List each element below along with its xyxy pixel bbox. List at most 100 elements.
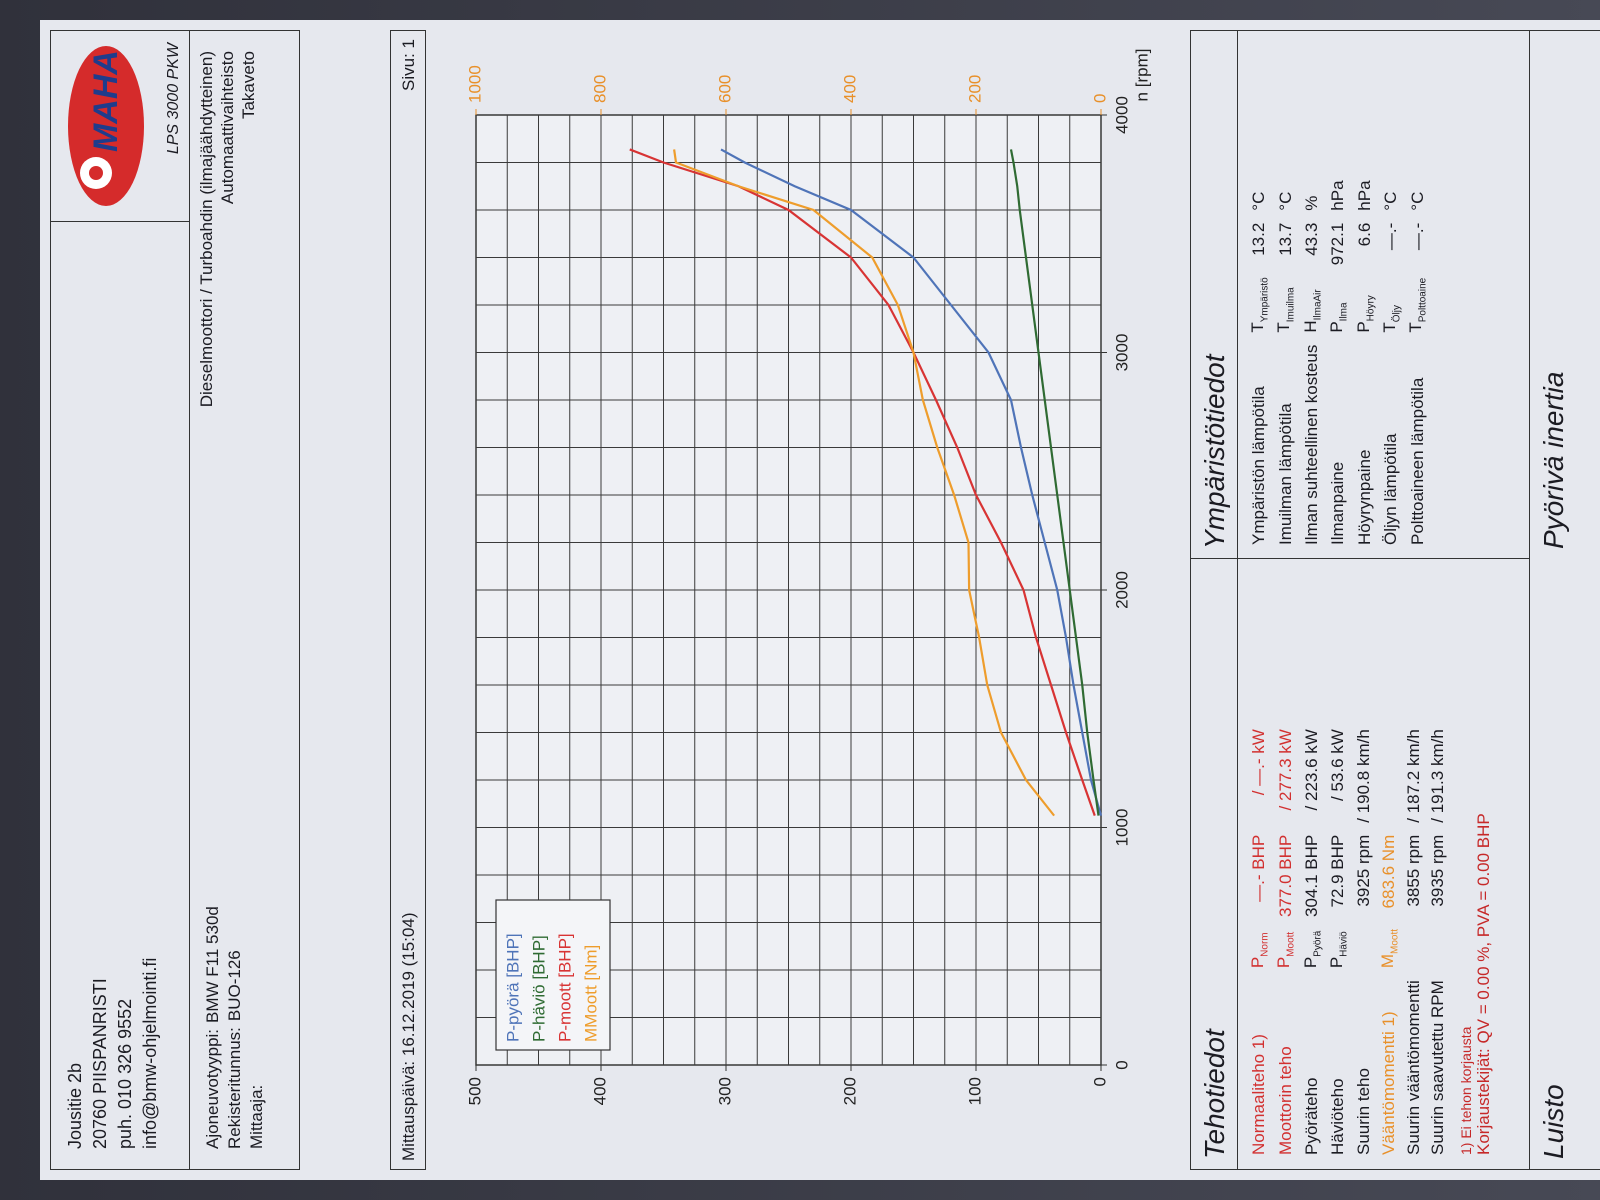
- footnote: 1) Ei tehon korjausta: [1457, 1026, 1474, 1155]
- row-unit: hPa: [1354, 180, 1374, 211]
- legend-entry: P-häviö [BHP]: [529, 935, 548, 1042]
- symbol: H: [1300, 320, 1320, 333]
- symbol-cell: TÖljy: [1378, 271, 1404, 338]
- environment-row: Imuilman lämpötila TImuilma 13.7 °C: [1272, 174, 1298, 551]
- row-value: / 277.3 kW: [1275, 729, 1295, 811]
- power-row: Suurin saavutettu RPM 3935 rpm / 191.3 km/…: [1426, 723, 1450, 1161]
- row-value: / 190.8 km/h: [1353, 729, 1373, 823]
- legend-box: [495, 899, 611, 1051]
- detail: Takaveto: [239, 51, 258, 120]
- footer-heading: Pyörivä inertia: [1538, 371, 1569, 549]
- y-tick-label: 0: [1090, 1077, 1109, 1086]
- panel-title: Tehotiedot: [1191, 559, 1238, 1169]
- panel-title: Ympäristötiedot: [1191, 31, 1238, 559]
- logo-model: LPS 3000 PKW: [165, 43, 182, 155]
- y2-tick-label: 0: [1090, 94, 1109, 103]
- row-label: Imuilman lämpötila: [1275, 403, 1295, 545]
- symbol-cell: PMoott: [1272, 923, 1298, 974]
- symbol: P: [1327, 956, 1347, 969]
- measurement-date: Mittauspäivä: 16.12.2019 (15:04): [399, 912, 418, 1161]
- row-value: / —.- kW: [1249, 729, 1269, 796]
- vehicle-fields: Ajoneuvotyyppi: BMW F11 530d Rekisteritun…: [202, 906, 268, 1149]
- symbol-cell: MMoott: [1376, 923, 1402, 974]
- row-value: 6.6: [1354, 222, 1374, 247]
- field-label: Mittaaja:: [247, 1084, 266, 1149]
- power-row: Pyöräteho PPyörä 304.1 BHP / 223.6 kW: [1299, 723, 1325, 1161]
- row-value: / 187.2 km/h: [1403, 729, 1423, 823]
- row-value: 3925 rpm: [1353, 834, 1373, 907]
- x-tick-label: 0: [1112, 1060, 1131, 1069]
- symbol-subscript: Ilma: [1338, 302, 1350, 322]
- y2-tick-label: 1000: [465, 65, 484, 103]
- series-line: [1009, 149, 1100, 816]
- power-row: Vääntömomentti 1) MMoott 683.6 Nm: [1376, 723, 1402, 1161]
- environment-row: Höyrynpaine PHöyry 6.6 hPa: [1352, 174, 1378, 551]
- row-value: —.-: [1407, 222, 1427, 251]
- symbol-cell: [1426, 923, 1450, 974]
- symbol-cell: PHöyry: [1352, 271, 1378, 338]
- row-label: Suurin vääntömomentti: [1403, 980, 1423, 1155]
- y2-tick-label: 400: [840, 75, 859, 103]
- environment-row: Öljyn lämpötila TÖljy —.- °C: [1378, 174, 1404, 551]
- row-label: Suurin teho: [1353, 1068, 1373, 1155]
- row-unit: °C: [1407, 191, 1427, 211]
- symbol: P: [1248, 956, 1267, 969]
- y2-tick-label: 800: [590, 75, 609, 103]
- footer: Luisto Pyörivä inertia: [1530, 30, 1600, 1170]
- detail: Automaattivaihteisto: [218, 51, 237, 205]
- power-panel: Tehotiedot Normaaliteho 1) PNorm —.- BHP / …: [1191, 558, 1529, 1169]
- logo-gear-hole: [89, 166, 103, 180]
- field-label: Ajoneuvotyyppi:: [203, 1028, 222, 1149]
- row-unit: °C: [1275, 191, 1295, 211]
- x-tick-label: 2000: [1112, 571, 1131, 609]
- header: Jousitie 2b 20760 PIISPANRISTI puh. 010 …: [50, 30, 190, 1170]
- x-tick-label: 4000: [1112, 96, 1131, 134]
- symbol: P: [1327, 321, 1347, 333]
- row-unit: °C: [1249, 191, 1269, 211]
- symbol-subscript: Pyörä: [1312, 930, 1324, 957]
- symbol: P: [1353, 321, 1373, 333]
- row-label: Suurin saavutettu RPM: [1427, 980, 1447, 1155]
- row-value: 377.0 BHP: [1275, 834, 1295, 917]
- symbol-subscript: Höyry: [1364, 295, 1376, 322]
- symbol-subscript: IlmaAir: [1312, 289, 1324, 321]
- row-value: 683.6 Nm: [1378, 834, 1398, 909]
- symbol-subscript: Ympäristö: [1259, 277, 1271, 323]
- power-row: Moottorin teho PMoott 377.0 BHP / 277.3 kW: [1272, 723, 1298, 1161]
- symbol: T: [1248, 322, 1267, 333]
- dyno-sheet: Jousitie 2b 20760 PIISPANRISTI puh. 010 …: [40, 20, 1600, 1180]
- vehicle-section: Ajoneuvotyyppi: BMW F11 530d Rekisteritun…: [190, 30, 300, 1170]
- vehicle-details: Dieselmoottori / Turboahdin (ilmajäähdyt…: [196, 51, 259, 407]
- symbol-cell: [1402, 923, 1426, 974]
- detail: Dieselmoottori / Turboahdin (ilmajäähdyt…: [197, 51, 216, 408]
- row-value: 72.9 BHP: [1328, 834, 1348, 908]
- address-line: puh. 010 326 9552: [115, 998, 135, 1149]
- symbol-cell: PNorm: [1246, 923, 1272, 974]
- row-value: 13.2: [1249, 222, 1269, 256]
- symbol-cell: [1352, 923, 1376, 974]
- address-line: info@bmw-ohjelmointi.fi: [140, 957, 160, 1149]
- symbol-subscript: Moott: [1388, 928, 1400, 954]
- field-label: Rekisteritunnus:: [225, 1027, 244, 1149]
- field-value: BMW F11 530d: [203, 906, 222, 1023]
- x-axis-label: n [rpm]: [1132, 49, 1151, 102]
- symbol-cell: PPyörä: [1299, 923, 1325, 974]
- y-tick-label: 200: [840, 1077, 859, 1105]
- field: Rekisteritunnus: BUO-126: [224, 906, 246, 1149]
- row-label: Ympäristön lämpötila: [1249, 386, 1269, 545]
- address-line: 20760 PIISPANRISTI: [90, 978, 110, 1149]
- logo-text: MAHA: [87, 50, 125, 152]
- row-label: Vääntömomentti 1): [1378, 1011, 1398, 1155]
- series-line: [720, 148, 1103, 816]
- row-unit: hPa: [1328, 180, 1348, 211]
- symbol: T: [1379, 322, 1399, 333]
- symbol-subscript: Öljy: [1391, 305, 1403, 323]
- row-label: Häviöteho: [1328, 1078, 1348, 1155]
- row-value: 3855 rpm: [1403, 834, 1423, 907]
- row-value: 13.7: [1275, 222, 1295, 256]
- row-value: —.-: [1381, 222, 1401, 251]
- correction: Korjaustekijät: QV = 0.00 %, PVA = 0.00 …: [1473, 813, 1493, 1155]
- data-tables: Tehotiedot Normaaliteho 1) PNorm —.- BHP / …: [1190, 30, 1530, 1170]
- row-unit: °C: [1381, 191, 1401, 211]
- row-value: 3935 rpm: [1427, 834, 1447, 907]
